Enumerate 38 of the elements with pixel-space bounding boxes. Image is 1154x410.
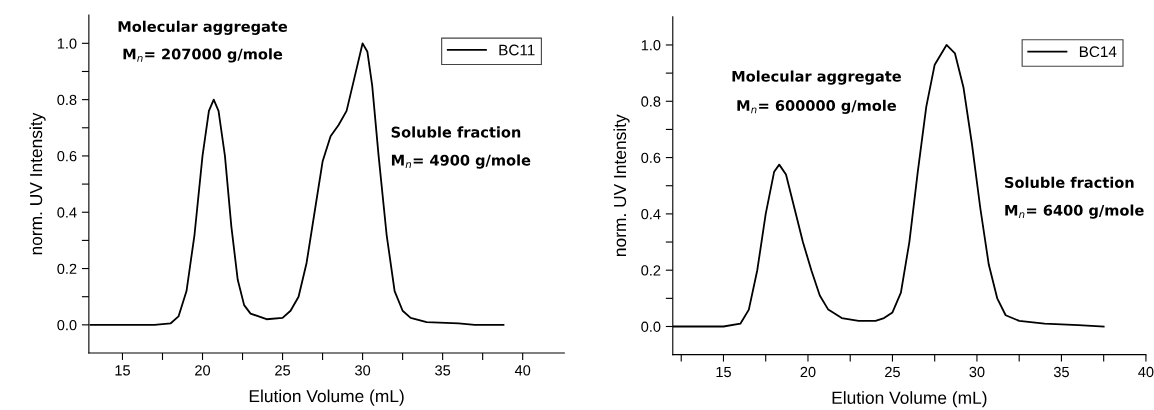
x-tick-label: 25 xyxy=(275,365,291,376)
y-tick-label: 0.6 xyxy=(57,151,77,162)
annotation: M$_{n}$= 4900 g/mole xyxy=(391,154,531,169)
y-tick-label: 0.8 xyxy=(57,94,77,106)
y-tick-label: 0.8 xyxy=(641,96,661,107)
x-tick-label: 35 xyxy=(435,365,451,376)
y-tick-label: 0.2 xyxy=(641,265,661,276)
y-tick-label: 0.6 xyxy=(641,152,661,163)
y-axis-title: norm. UV Intensity xyxy=(613,114,630,256)
x-tick-label: 40 xyxy=(514,365,531,376)
y-axis-title: norm. UV Intensity xyxy=(29,112,46,255)
legend-label: BC11 xyxy=(499,44,535,56)
x-tick-label: 15 xyxy=(115,365,130,376)
y-tick-label: 0.4 xyxy=(57,207,77,218)
annotation: Molecular aggregate xyxy=(732,70,901,85)
annotation: Soluble fraction xyxy=(391,126,521,138)
annotation: M$_{n}$= 600000 g/mole xyxy=(737,99,896,114)
x-tick-label: 30 xyxy=(969,366,985,378)
x-tick-label: 20 xyxy=(800,366,816,378)
y-tick-label: 0.0 xyxy=(57,319,77,331)
y-tick-label: 1.0 xyxy=(57,38,77,49)
y-tick-label: 0.2 xyxy=(57,263,77,274)
annotation: M$_{n}$= 207000 g/mole xyxy=(123,48,283,63)
legend-label: BC14 xyxy=(1079,46,1117,58)
x-axis-title: Elution Volume (mL) xyxy=(249,389,404,406)
x-tick-label: 40 xyxy=(1138,366,1154,378)
x-tick-label: 30 xyxy=(355,365,371,376)
x-tick-label: 20 xyxy=(195,365,211,376)
annotation: Molecular aggregate xyxy=(118,20,288,35)
y-tick-label: 0.0 xyxy=(641,321,661,332)
x-tick-label: 15 xyxy=(716,366,731,378)
y-tick-label: 0.4 xyxy=(641,208,661,220)
x-tick-label: 25 xyxy=(885,366,900,378)
y-tick-label: 1.0 xyxy=(641,40,661,51)
annotation: M$_{n}$= 6400 g/mole xyxy=(1005,204,1144,219)
x-axis-title: Elution Volume (mL) xyxy=(832,391,987,408)
x-tick-label: 35 xyxy=(1053,366,1069,378)
annotation: Soluble fraction xyxy=(1005,176,1134,188)
